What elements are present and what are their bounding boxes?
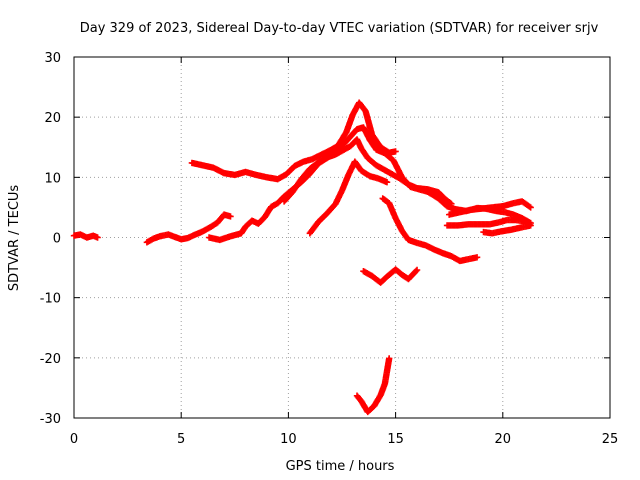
series-arc-6	[306, 158, 391, 237]
data-point	[447, 199, 454, 207]
data-point	[526, 203, 533, 210]
series-arc-9	[446, 198, 534, 218]
series-arc-10	[360, 266, 421, 286]
data-point	[383, 178, 391, 186]
data-point	[227, 213, 234, 220]
x-tick-label: 25	[602, 432, 619, 447]
y-tick-label: 10	[44, 171, 61, 186]
y-tick-label: 30	[44, 51, 61, 66]
series-arc-7	[379, 195, 481, 265]
y-tick-label: 0	[53, 232, 61, 247]
y-tick-label: -20	[40, 352, 61, 367]
data-point	[392, 148, 399, 155]
series-arc-1	[70, 231, 101, 241]
data-point	[412, 267, 420, 275]
y-axis-label: SDTVAR / TECUs	[7, 185, 22, 292]
x-tick-label: 20	[495, 432, 512, 447]
x-tick-label: 5	[177, 432, 185, 447]
axis-ticks: 0 5 10 15 20 25 -30 -20 -10 0 10 20 30	[40, 51, 619, 447]
x-axis-label: GPS time / hours	[286, 459, 395, 474]
grid	[74, 57, 610, 418]
y-tick-label: -10	[40, 292, 61, 307]
data-point	[413, 266, 421, 274]
x-tick-label: 15	[387, 432, 404, 447]
data-point	[527, 204, 534, 211]
data-series	[70, 99, 534, 416]
data-point	[448, 200, 455, 208]
x-tick-label: 10	[280, 432, 297, 447]
data-point	[480, 228, 487, 236]
series-arc-4	[188, 99, 399, 183]
x-tick-label: 0	[70, 432, 78, 447]
data-point	[473, 254, 481, 261]
data-point	[94, 234, 101, 241]
chart-title: Day 329 of 2023, Sidereal Day-to-day VTE…	[80, 21, 599, 36]
series-arc-5	[280, 136, 455, 208]
data-point	[385, 355, 393, 362]
series-arc-11	[353, 355, 393, 416]
series-arc-2	[143, 211, 234, 246]
series-arc-8	[443, 216, 534, 237]
y-tick-label: 20	[44, 111, 61, 126]
y-tick-label: -30	[40, 412, 61, 427]
